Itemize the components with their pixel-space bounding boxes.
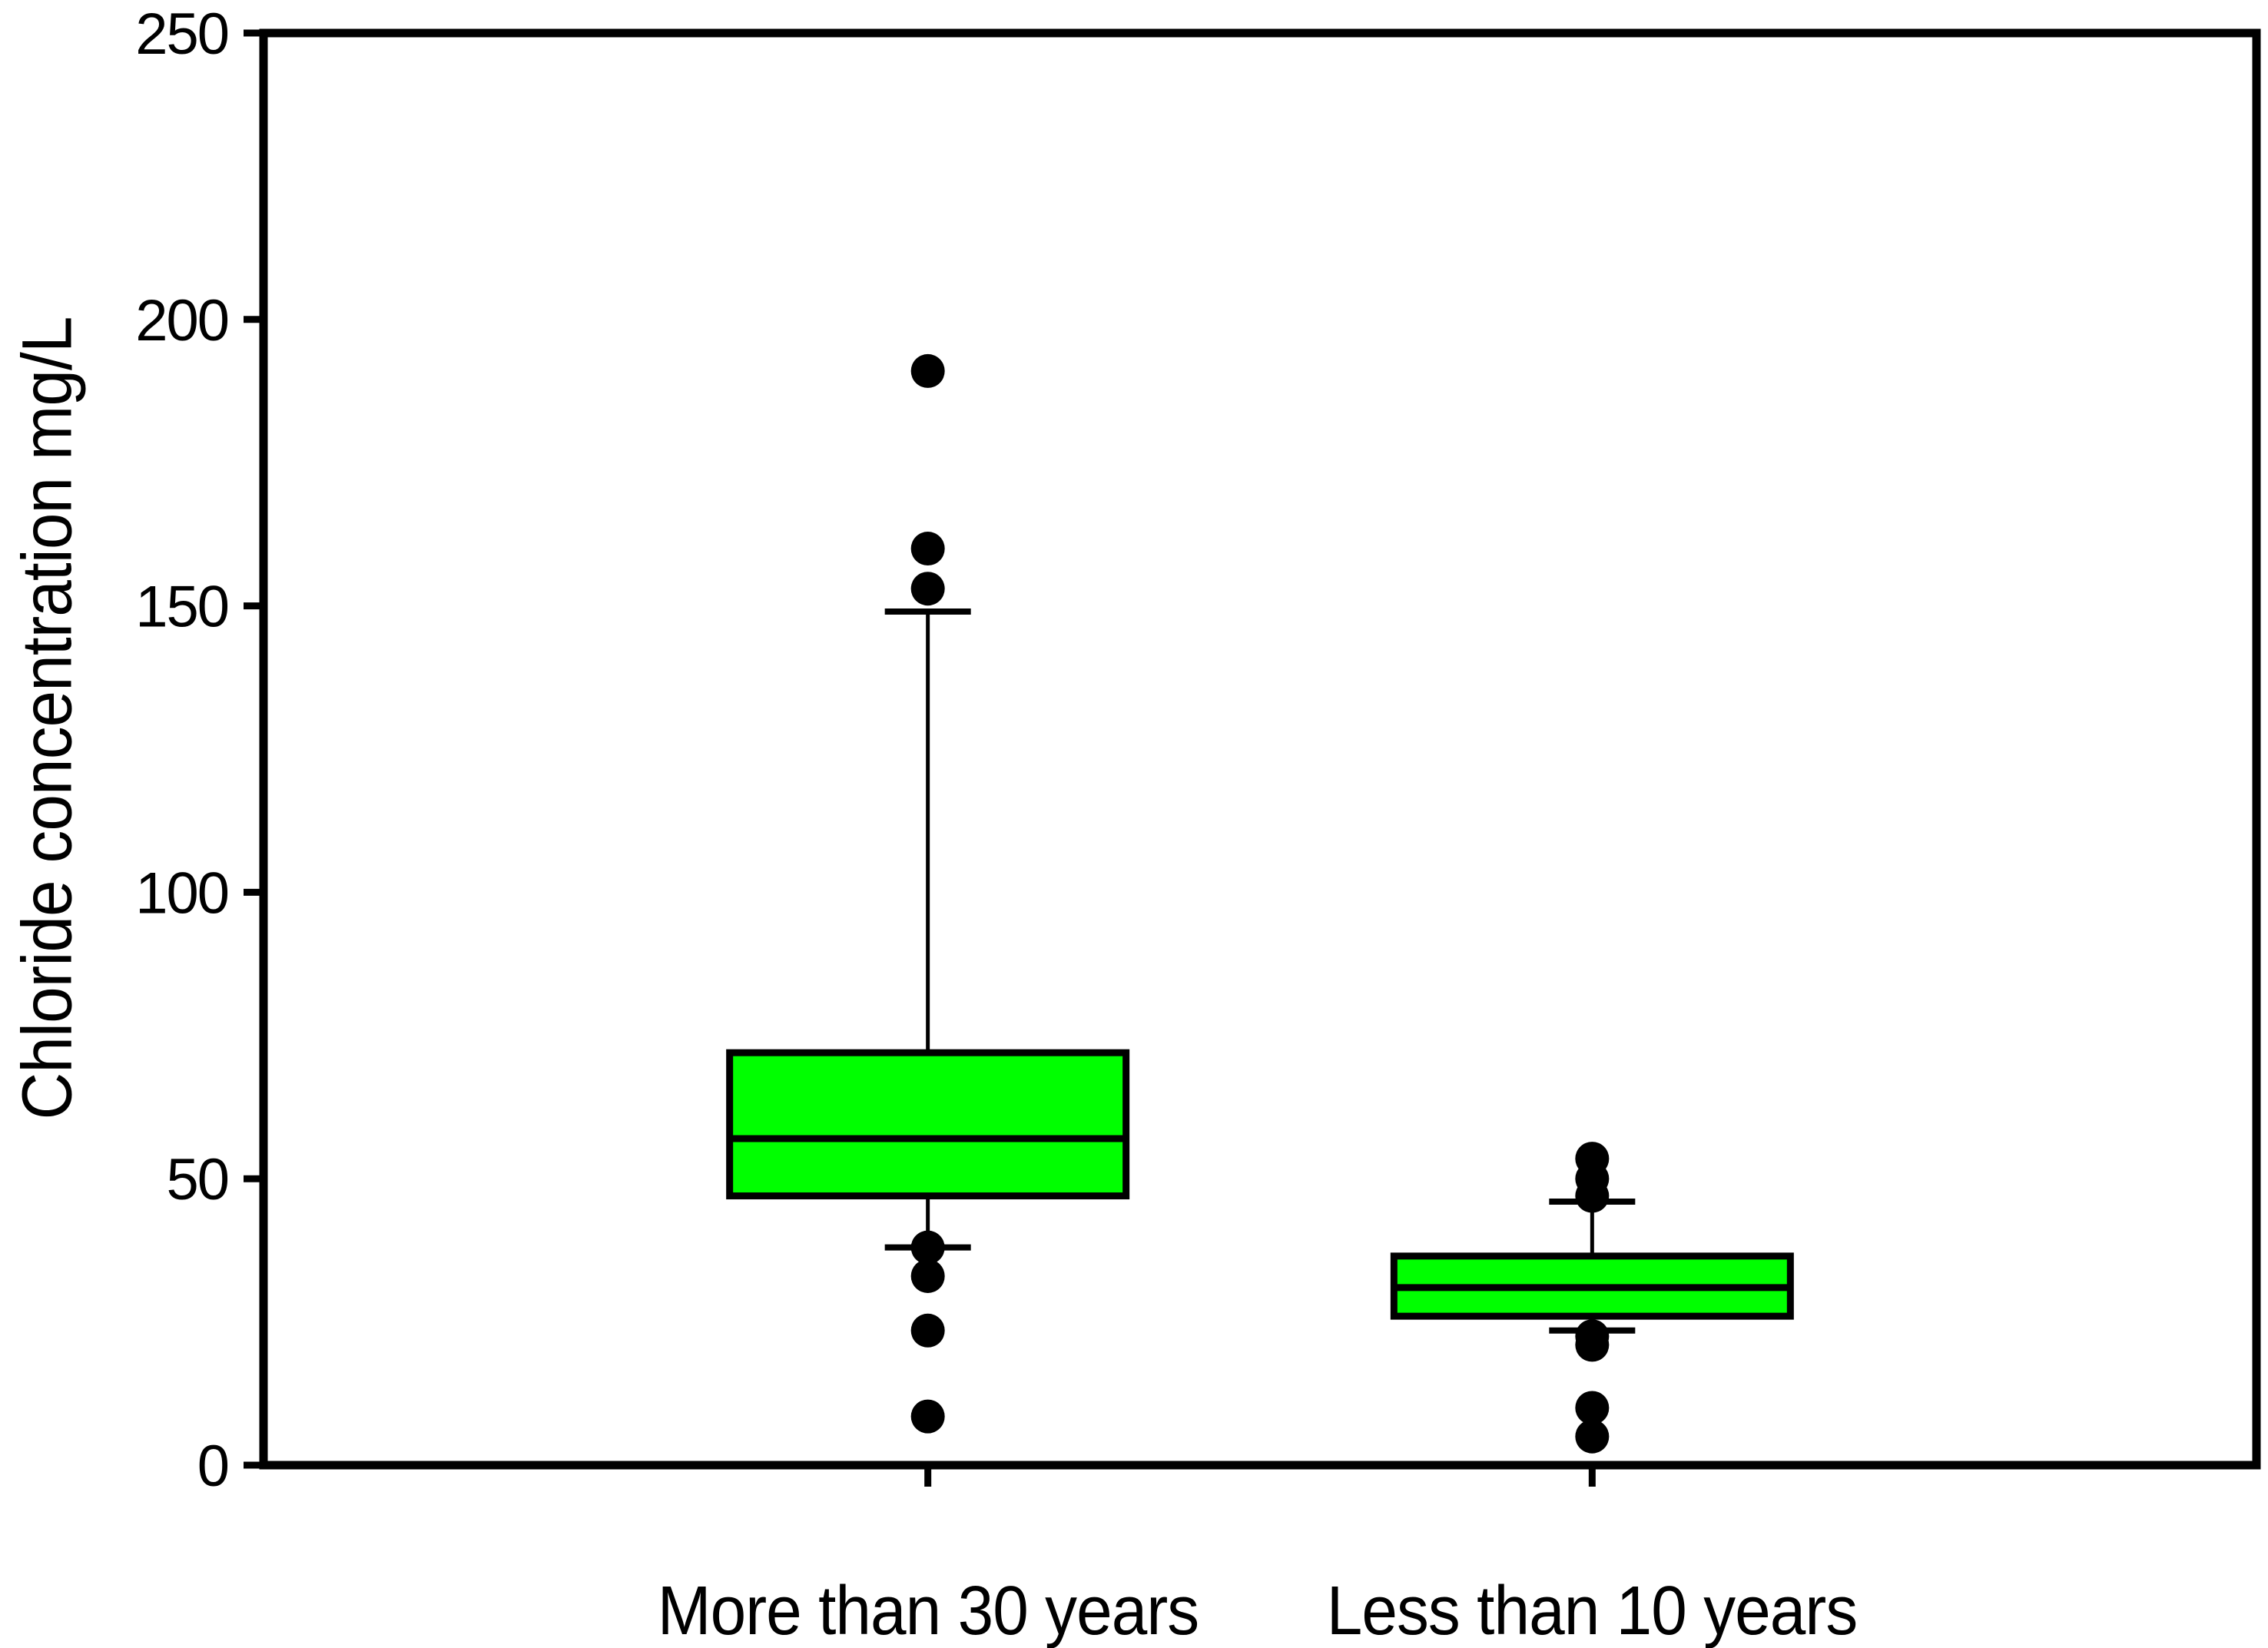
outlier-dot (1575, 1419, 1610, 1454)
y-tick-label: 250 (135, 2, 228, 67)
y-tick-label: 150 (135, 575, 228, 640)
outlier-dot (910, 1399, 945, 1434)
y-tick-label: 0 (197, 1434, 228, 1499)
plot-frame (259, 28, 2261, 1470)
y-tick-label: 100 (135, 860, 228, 926)
outlier-dot (910, 532, 945, 566)
outlier-dot (1575, 1328, 1610, 1362)
y-axis-title: Chloride concentration mg/L (8, 317, 87, 1120)
outlier-dot (1575, 1391, 1610, 1425)
outlier-dot (910, 572, 945, 606)
outlier-dot (910, 1230, 945, 1265)
y-tick-label: 50 (166, 1147, 228, 1212)
y-tick-label: 200 (135, 288, 228, 353)
outlier-dot (1575, 1179, 1610, 1213)
outlier-dot (910, 1313, 945, 1348)
x-category-label-less-than-10-years: Less than 10 years (1326, 1573, 1858, 1648)
x-category-label-more-than-30-years: More than 30 years (657, 1573, 1199, 1648)
iqr-box (726, 1049, 1130, 1200)
outlier-dot (910, 353, 945, 388)
outlier-dot (910, 1258, 945, 1293)
